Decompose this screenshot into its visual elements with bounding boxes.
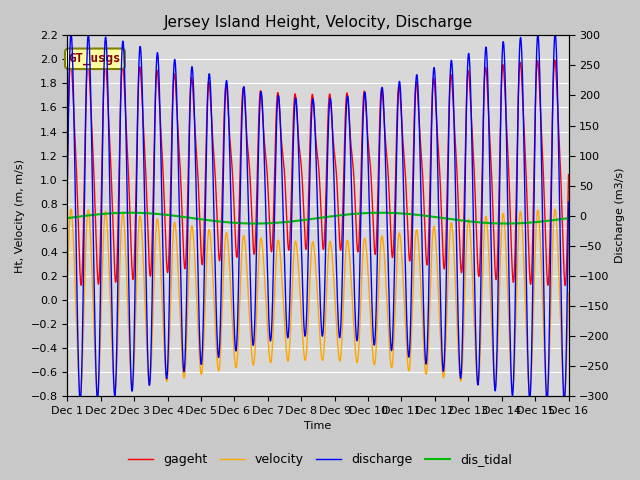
discharge <box>561 399 568 405</box>
velocity <box>430 223 438 229</box>
dis_tidal <box>63 215 71 221</box>
gageht <box>299 192 307 197</box>
Line: gageht: gageht <box>67 60 568 286</box>
Line: velocity: velocity <box>67 209 568 393</box>
Line: dis_tidal: dis_tidal <box>67 213 568 224</box>
discharge <box>299 299 307 305</box>
velocity <box>564 307 572 313</box>
discharge <box>430 65 438 71</box>
dis_tidal <box>126 210 134 216</box>
discharge <box>154 50 161 56</box>
velocity <box>561 390 568 396</box>
dis_tidal <box>403 211 410 216</box>
gageht <box>403 188 410 194</box>
discharge <box>403 299 410 304</box>
gageht <box>458 263 466 269</box>
Line: discharge: discharge <box>67 33 568 402</box>
velocity <box>564 290 572 296</box>
dis_tidal <box>154 211 161 217</box>
gageht <box>564 172 572 178</box>
gageht <box>564 197 572 203</box>
dis_tidal <box>458 218 466 224</box>
velocity <box>63 280 71 286</box>
Y-axis label: Ht, Velocity (m, m/s): Ht, Velocity (m, m/s) <box>15 159 25 273</box>
dis_tidal <box>564 216 572 221</box>
dis_tidal <box>299 217 307 223</box>
Y-axis label: Discharge (m3/s): Discharge (m3/s) <box>615 168 625 264</box>
velocity <box>403 338 410 344</box>
dis_tidal <box>502 221 509 227</box>
gageht <box>63 158 71 164</box>
Legend: gageht, velocity, discharge, dis_tidal: gageht, velocity, discharge, dis_tidal <box>123 448 517 471</box>
velocity <box>154 216 161 222</box>
Text: GT_usgs: GT_usgs <box>68 52 121 65</box>
discharge <box>67 30 75 36</box>
gageht <box>561 283 569 288</box>
discharge <box>458 340 466 346</box>
X-axis label: Time: Time <box>305 421 332 432</box>
discharge <box>564 233 572 239</box>
dis_tidal <box>430 214 438 220</box>
dis_tidal <box>564 215 572 221</box>
gageht <box>154 70 161 75</box>
velocity <box>299 338 307 344</box>
discharge <box>63 181 71 187</box>
discharge <box>564 199 572 205</box>
velocity <box>458 361 466 367</box>
gageht <box>430 76 438 82</box>
gageht <box>67 57 74 63</box>
velocity <box>67 206 75 212</box>
Title: Jersey Island Height, Velocity, Discharge: Jersey Island Height, Velocity, Discharg… <box>163 15 472 30</box>
